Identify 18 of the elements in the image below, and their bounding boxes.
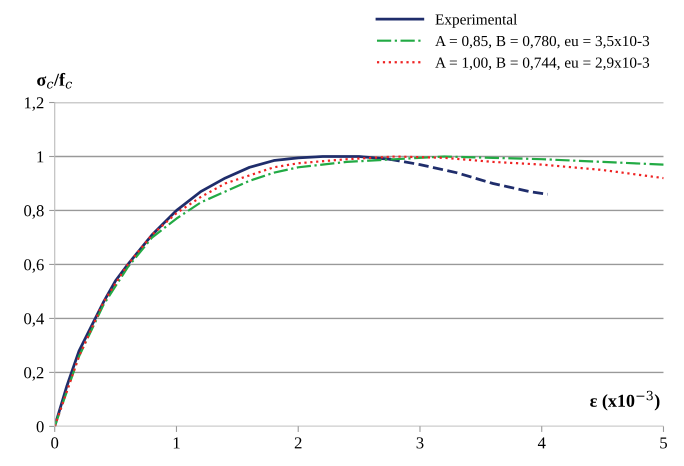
y-axis-title: σ$_{c}$/f$_{c}$: [37, 72, 72, 89]
x-tick-label: 4: [538, 437, 546, 448]
x-tick-label: 0: [51, 437, 58, 449]
y-tick-label: 1: [37, 151, 44, 162]
y-tick-label: 0,8: [24, 205, 44, 219]
y-tick-label: 0: [36, 421, 44, 432]
x-tick-label: 5: [660, 437, 667, 449]
legend-label: A = 1,00, B = 0,744, eu = 2,9x10-3: [435, 57, 650, 70]
x-tick-label: 1: [174, 437, 180, 448]
y-tick-label: 0,6: [24, 259, 44, 273]
y-tick-label: 0,2: [24, 367, 44, 381]
x-axis-title: ε (x10$^{−3}$): [590, 390, 660, 411]
y-tick-label: 1,2: [24, 97, 44, 111]
x-tick-label: 3: [416, 437, 424, 449]
legend-label: Experimental: [435, 14, 518, 28]
legend-label: A = 0,85, B = 0,780, eu = 3,5x10-3: [435, 36, 650, 48]
y-tick-label: 0,4: [24, 313, 44, 327]
x-tick-label: 2: [294, 437, 302, 448]
